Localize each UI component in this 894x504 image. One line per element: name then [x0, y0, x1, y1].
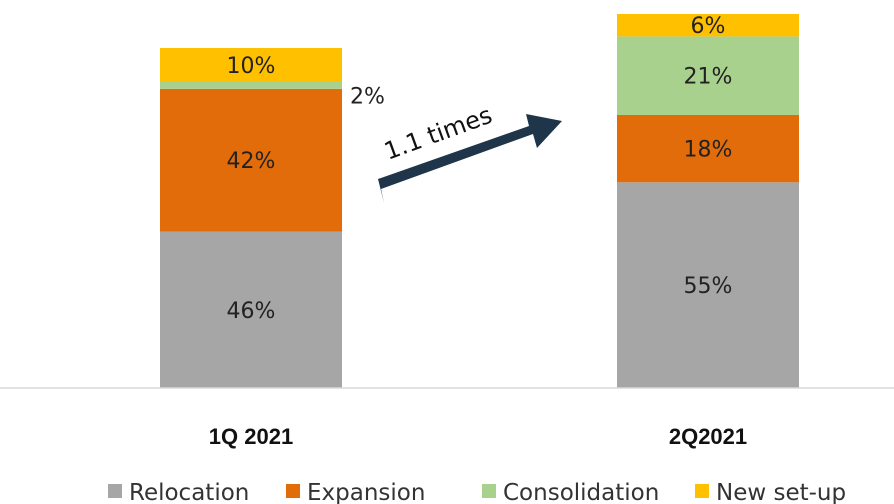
data-label-expansion-2: 18%: [684, 138, 733, 163]
category-labels: 1Q 2021 2Q2021: [209, 424, 747, 449]
data-label-expansion-1: 42%: [227, 149, 276, 174]
bar-segment-relocation-2: [617, 182, 799, 388]
legend-swatch-relocation: [108, 484, 122, 498]
growth-annotation-text: 1.1 times: [380, 101, 495, 166]
legend: Relocation Expansion Consolidation New set-…: [108, 480, 846, 504]
bar-segment-expansion-1: [160, 88, 342, 232]
data-label-relocation-2: 55%: [684, 274, 733, 299]
legend-swatch-new-set-up: [695, 484, 709, 498]
bar-segment-expansion-2: [617, 114, 799, 183]
bar-segment-consolidation-2: [617, 36, 799, 115]
data-label-new-set-up-2: 6%: [691, 14, 726, 39]
category-label-1: 1Q 2021: [209, 424, 293, 449]
growth-annotation: 1.1 times: [378, 101, 562, 203]
data-label-relocation-1: 46%: [227, 299, 276, 324]
legend-swatch-consolidation: [482, 484, 496, 498]
legend-label-expansion: Expansion: [307, 480, 425, 504]
data-label-new-set-up-1: 10%: [227, 54, 276, 79]
legend-label-relocation: Relocation: [129, 480, 249, 504]
bar-segment-new-set-up-1: [160, 48, 342, 82]
legend-label-new-set-up: New set-up: [716, 480, 846, 504]
data-label-consolidation-2: 21%: [684, 65, 733, 90]
legend-label-consolidation: Consolidation: [503, 480, 659, 504]
category-label-2: 2Q2021: [669, 424, 747, 449]
data-label-consolidation-1: 2%: [350, 84, 385, 109]
bar-segment-consolidation-1: [160, 82, 342, 89]
legend-swatch-expansion: [286, 484, 300, 498]
bars-layer: 46% 42% 2% 10% 55% 18% 21% 6%: [160, 14, 799, 388]
bar-segment-new-set-up-2: [617, 14, 799, 37]
bar-segment-relocation-1: [160, 231, 342, 388]
growth-arrow-icon: [378, 114, 562, 203]
